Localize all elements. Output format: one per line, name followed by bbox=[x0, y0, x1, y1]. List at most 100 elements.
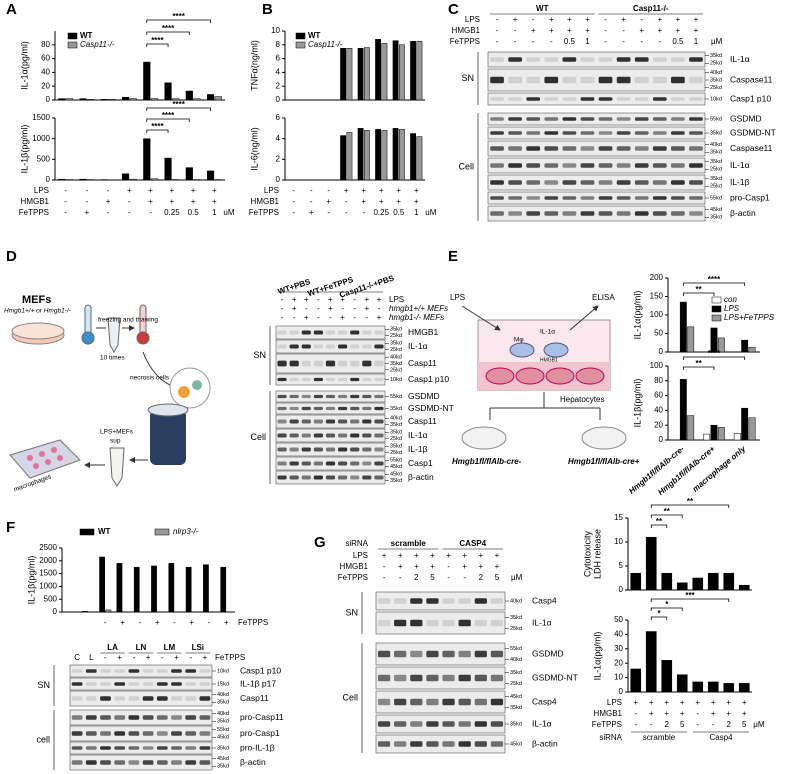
y-tick-label: 0 bbox=[619, 687, 624, 696]
band bbox=[526, 180, 541, 185]
treatment-cell: - bbox=[640, 37, 643, 46]
significance-label: **** bbox=[708, 349, 721, 358]
treatment-cell: - bbox=[317, 295, 320, 304]
band bbox=[508, 180, 522, 185]
band bbox=[114, 731, 126, 736]
band bbox=[490, 117, 504, 121]
treatment-cell: - bbox=[139, 618, 142, 627]
bar bbox=[392, 40, 399, 101]
band bbox=[394, 698, 407, 706]
band bbox=[474, 741, 487, 747]
treatment-cell: - bbox=[341, 304, 344, 313]
y-axis-label: IL-1β(pg/ml) bbox=[26, 556, 36, 605]
treatment-cell: + bbox=[326, 197, 331, 206]
band bbox=[442, 698, 455, 706]
band bbox=[171, 746, 182, 750]
row-label: IL-1β bbox=[408, 444, 428, 454]
treatment-unit: μM bbox=[511, 573, 523, 582]
band bbox=[362, 419, 372, 424]
band bbox=[544, 97, 559, 101]
band bbox=[508, 57, 522, 62]
significance-bracket bbox=[650, 616, 668, 620]
band bbox=[377, 598, 391, 604]
band bbox=[490, 163, 504, 168]
band bbox=[526, 211, 541, 216]
y-tick-label: 4 bbox=[276, 134, 281, 143]
treatment-cell: + bbox=[694, 26, 699, 35]
panel-letter: A bbox=[6, 1, 17, 18]
kd-label: 25kd bbox=[390, 367, 402, 373]
band bbox=[508, 146, 522, 151]
band bbox=[325, 475, 336, 480]
band bbox=[474, 721, 487, 727]
band bbox=[171, 682, 182, 686]
blot-strip bbox=[487, 51, 706, 68]
treatment-cell: 5 bbox=[680, 720, 685, 729]
bar bbox=[116, 563, 123, 613]
well bbox=[45, 459, 51, 465]
band bbox=[526, 163, 541, 168]
significance-bracket bbox=[682, 292, 715, 296]
band bbox=[350, 461, 360, 466]
kd-label: 45kd bbox=[217, 735, 229, 741]
treatment-cell: C bbox=[74, 653, 80, 662]
treatment-label: HMGB1 bbox=[251, 197, 280, 206]
significance-label: **** bbox=[172, 12, 185, 21]
band bbox=[377, 741, 391, 747]
significance-label: **** bbox=[162, 24, 175, 33]
well bbox=[57, 455, 63, 461]
section-label: Cell bbox=[342, 692, 358, 702]
treatment-cell: - bbox=[310, 197, 313, 206]
treatment-cell: + bbox=[117, 653, 122, 662]
treatment-cell: - bbox=[362, 208, 365, 217]
kd-label: 40kd bbox=[710, 142, 722, 148]
band bbox=[490, 674, 504, 682]
band bbox=[301, 360, 311, 367]
bar bbox=[723, 683, 735, 693]
significance-label: ** bbox=[696, 285, 703, 294]
band bbox=[185, 682, 197, 686]
treatment-cell: 1 bbox=[694, 37, 699, 46]
kd-label: 35kd bbox=[390, 406, 402, 412]
bar bbox=[703, 433, 711, 441]
row-label: IL-1α bbox=[532, 718, 552, 728]
band bbox=[277, 433, 287, 438]
treatment-cell: - bbox=[634, 709, 637, 718]
kd-label: 35kd bbox=[510, 615, 522, 621]
legend-label: WT bbox=[98, 527, 111, 536]
band bbox=[313, 377, 323, 382]
connector bbox=[489, 392, 601, 420]
band bbox=[508, 163, 522, 168]
kd-label: 35kd bbox=[710, 130, 722, 136]
treatment-cell: - bbox=[292, 208, 295, 217]
row-label: GSDMD-NT bbox=[532, 672, 578, 682]
treatment-cell: - bbox=[327, 208, 330, 217]
band bbox=[156, 746, 168, 750]
y-axis-label: IL-1β(pg/ml) bbox=[19, 125, 29, 174]
band bbox=[71, 669, 83, 673]
band bbox=[325, 394, 336, 399]
section-label: Cell bbox=[458, 161, 474, 171]
bar bbox=[692, 681, 704, 693]
band bbox=[426, 721, 439, 727]
treatment-cell: 1 bbox=[414, 208, 419, 217]
band bbox=[362, 406, 372, 411]
treatment-cell: 5 bbox=[742, 720, 747, 729]
band bbox=[598, 180, 613, 185]
row-label: IL-1α bbox=[730, 160, 750, 170]
significance-bracket bbox=[682, 282, 746, 286]
band bbox=[634, 163, 649, 168]
significance-label: ** bbox=[656, 517, 663, 526]
kd-label: 35kd bbox=[710, 176, 722, 182]
legend-swatch bbox=[67, 41, 78, 49]
treatment-cell: + bbox=[212, 186, 217, 195]
treatment-cell: + bbox=[742, 698, 747, 707]
band bbox=[689, 196, 703, 200]
treatment-cell: - bbox=[345, 208, 348, 217]
treatment-label: LPS bbox=[264, 186, 279, 195]
treatment-cell: + bbox=[649, 709, 654, 718]
row-label: GSDMD-NT bbox=[408, 403, 454, 413]
band bbox=[289, 394, 299, 399]
kd-label: 35kd bbox=[510, 705, 522, 711]
treatment-cell: + bbox=[379, 186, 384, 195]
